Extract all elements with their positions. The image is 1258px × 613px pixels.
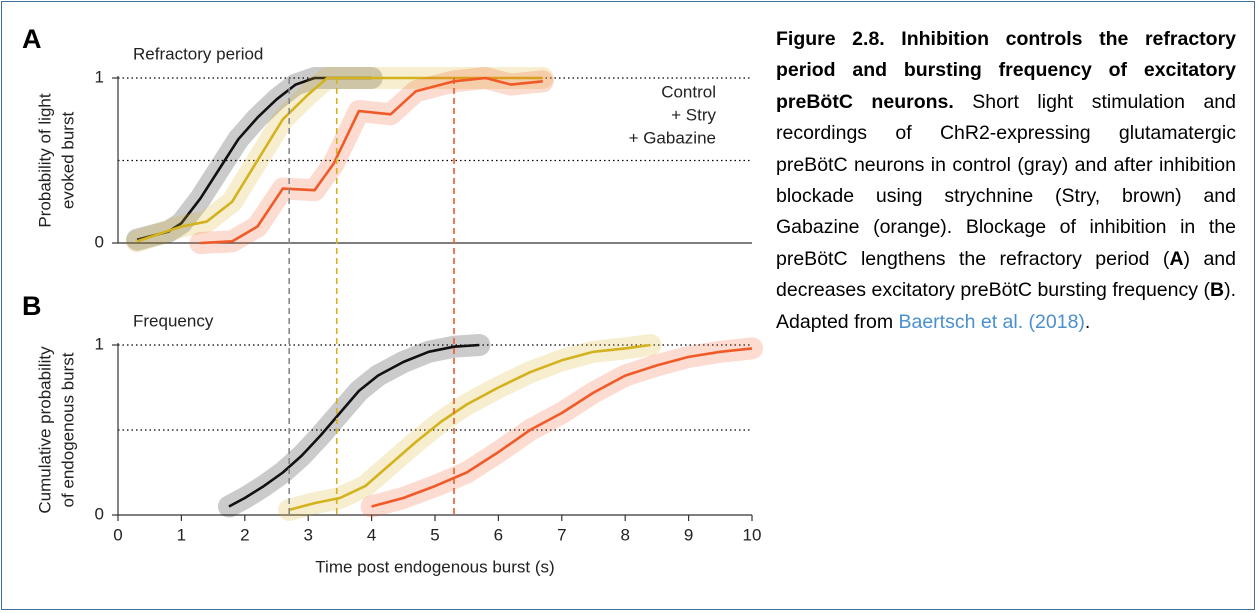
legend-entry: Control	[661, 82, 716, 101]
caption-normal: Short light stimulation and recordings o…	[776, 90, 1236, 270]
x-tick-label: 0	[113, 525, 122, 544]
series-line	[136, 76, 372, 241]
y-tick-label: 0	[95, 504, 104, 523]
series-line	[228, 343, 480, 508]
panel-title: Refractory period	[133, 44, 263, 63]
x-tick-label: 1	[177, 525, 186, 544]
confidence-band	[278, 334, 662, 521]
caption-normal: .	[1084, 310, 1091, 333]
caption-normal: ). Adapted from	[776, 279, 1236, 333]
legend-entry: + Gabazine	[629, 128, 716, 147]
x-tick-label: 10	[743, 525, 762, 544]
x-axis-label: Time post endogenous burst (s)	[315, 557, 554, 576]
y-axis-label: evoked burst	[58, 112, 77, 210]
caption-bold: A	[1169, 247, 1184, 270]
y-tick-label: 0	[95, 232, 104, 251]
caption-link[interactable]: Baertsch et al. (2018)	[898, 310, 1085, 333]
series-line	[200, 76, 543, 245]
panel-title: Frequency	[133, 311, 214, 330]
x-tick-label: 2	[240, 525, 249, 544]
y-axis-label: Probability of light	[35, 93, 54, 227]
x-tick-label: 8	[620, 525, 629, 544]
panel-letter: A	[22, 24, 42, 54]
x-tick-label: 9	[684, 525, 693, 544]
y-tick-label: 1	[95, 334, 104, 353]
figure: A Refractory period Probability of light ev…	[22, 24, 763, 576]
caption-bold: B	[1209, 279, 1225, 302]
x-tick-label: 3	[303, 525, 312, 544]
legend-entry: + Stry	[671, 105, 716, 124]
y-tick-label: 1	[95, 67, 104, 86]
x-tick-label: 4	[367, 525, 376, 544]
y-axis-label: Cumulative probability	[35, 346, 54, 514]
panel-letter: B	[22, 291, 42, 321]
y-axis-label: of endogenous burst	[58, 352, 77, 507]
x-tick-label: 6	[494, 525, 503, 544]
x-tick-label: 5	[430, 525, 439, 544]
series-line	[136, 76, 543, 243]
caption-bold: Figure 2.8. Inhibition controls the refr…	[776, 28, 1236, 113]
caption-normal: ) and decreases excitatory preBötC burst…	[776, 247, 1236, 302]
series-line	[371, 347, 753, 508]
x-tick-label: 7	[557, 525, 566, 544]
caption: Figure 2.8. Inhibition controls the refr…	[776, 24, 1236, 338]
